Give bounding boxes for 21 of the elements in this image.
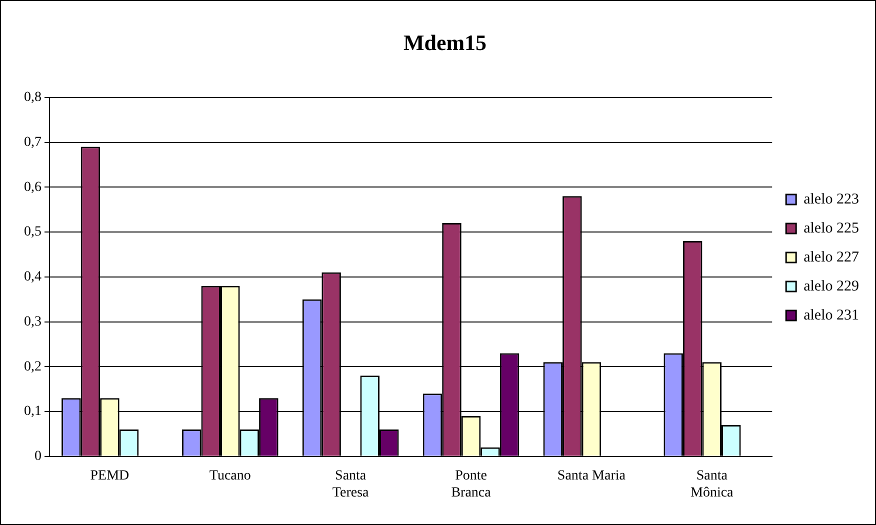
legend-label: alelo 223 (804, 191, 860, 208)
legend-label: alelo 231 (804, 307, 860, 324)
y-tick-label: 0,3 (24, 314, 42, 330)
x-tick-label: Santa Maria (557, 468, 626, 484)
x-tick-label: Ponte Branca (451, 468, 492, 500)
legend-label: alelo 229 (804, 278, 860, 294)
x-tick-label: PEMD (90, 468, 130, 484)
y-tick-label: 0,6 (24, 180, 42, 195)
x-tick-label: Santa Teresa (332, 468, 370, 500)
y-tick-label: 0 (34, 449, 42, 464)
legend-label: alelo 225 (804, 220, 860, 236)
y-tick-label: 0,8 (24, 90, 42, 106)
y-tick-label: 0,5 (24, 224, 42, 240)
x-tick-label: Santa Mônica (690, 468, 734, 500)
y-tick-label: 0,2 (24, 359, 42, 374)
x-tick-label: Tucano (209, 468, 251, 484)
y-tick-label: 0,7 (24, 134, 42, 150)
legend-label: alelo 227 (804, 249, 860, 266)
y-tick-label: 0,1 (24, 404, 42, 420)
y-tick-label: 0,4 (24, 270, 42, 285)
chart-title: Mdem15 (403, 30, 487, 55)
